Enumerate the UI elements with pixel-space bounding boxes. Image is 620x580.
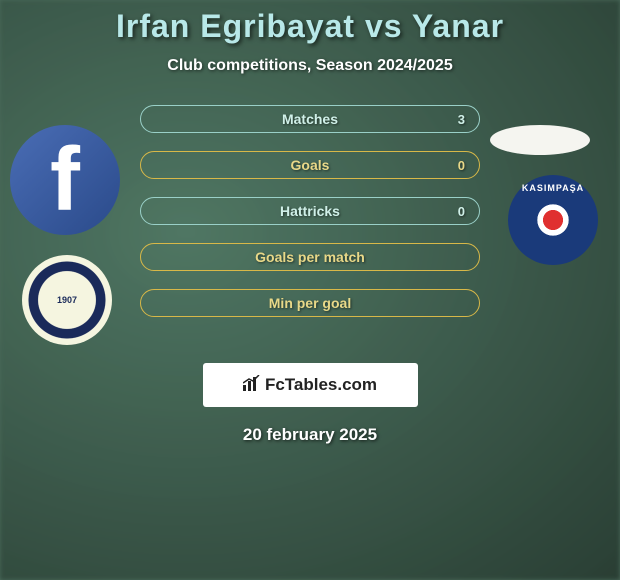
date-text: 20 february 2025	[0, 425, 620, 445]
infographic-content: Irfan Egribayat vs Yanar Club competitio…	[0, 0, 620, 445]
stat-row: Matches3	[140, 105, 480, 133]
watermark-text: FcTables.com	[265, 375, 377, 395]
stats-area: Matches3Goals0Hattricks0Goals per matchM…	[0, 105, 620, 345]
stat-value-right: 0	[458, 158, 465, 173]
page-title: Irfan Egribayat vs Yanar	[0, 8, 620, 45]
stat-row: Goals per match	[140, 243, 480, 271]
stat-label: Matches	[141, 111, 479, 127]
watermark-box: FcTables.com	[203, 363, 418, 407]
stat-value-right: 0	[458, 204, 465, 219]
chart-icon	[243, 375, 261, 396]
stat-value-right: 3	[458, 112, 465, 127]
stat-row: Min per goal	[140, 289, 480, 317]
stat-label: Hattricks	[141, 203, 479, 219]
subtitle: Club competitions, Season 2024/2025	[0, 57, 620, 75]
stat-label: Goals per match	[141, 249, 479, 265]
stat-label: Min per goal	[141, 295, 479, 311]
stat-row: Hattricks0	[140, 197, 480, 225]
stat-row: Goals0	[140, 151, 480, 179]
stat-label: Goals	[141, 157, 479, 173]
